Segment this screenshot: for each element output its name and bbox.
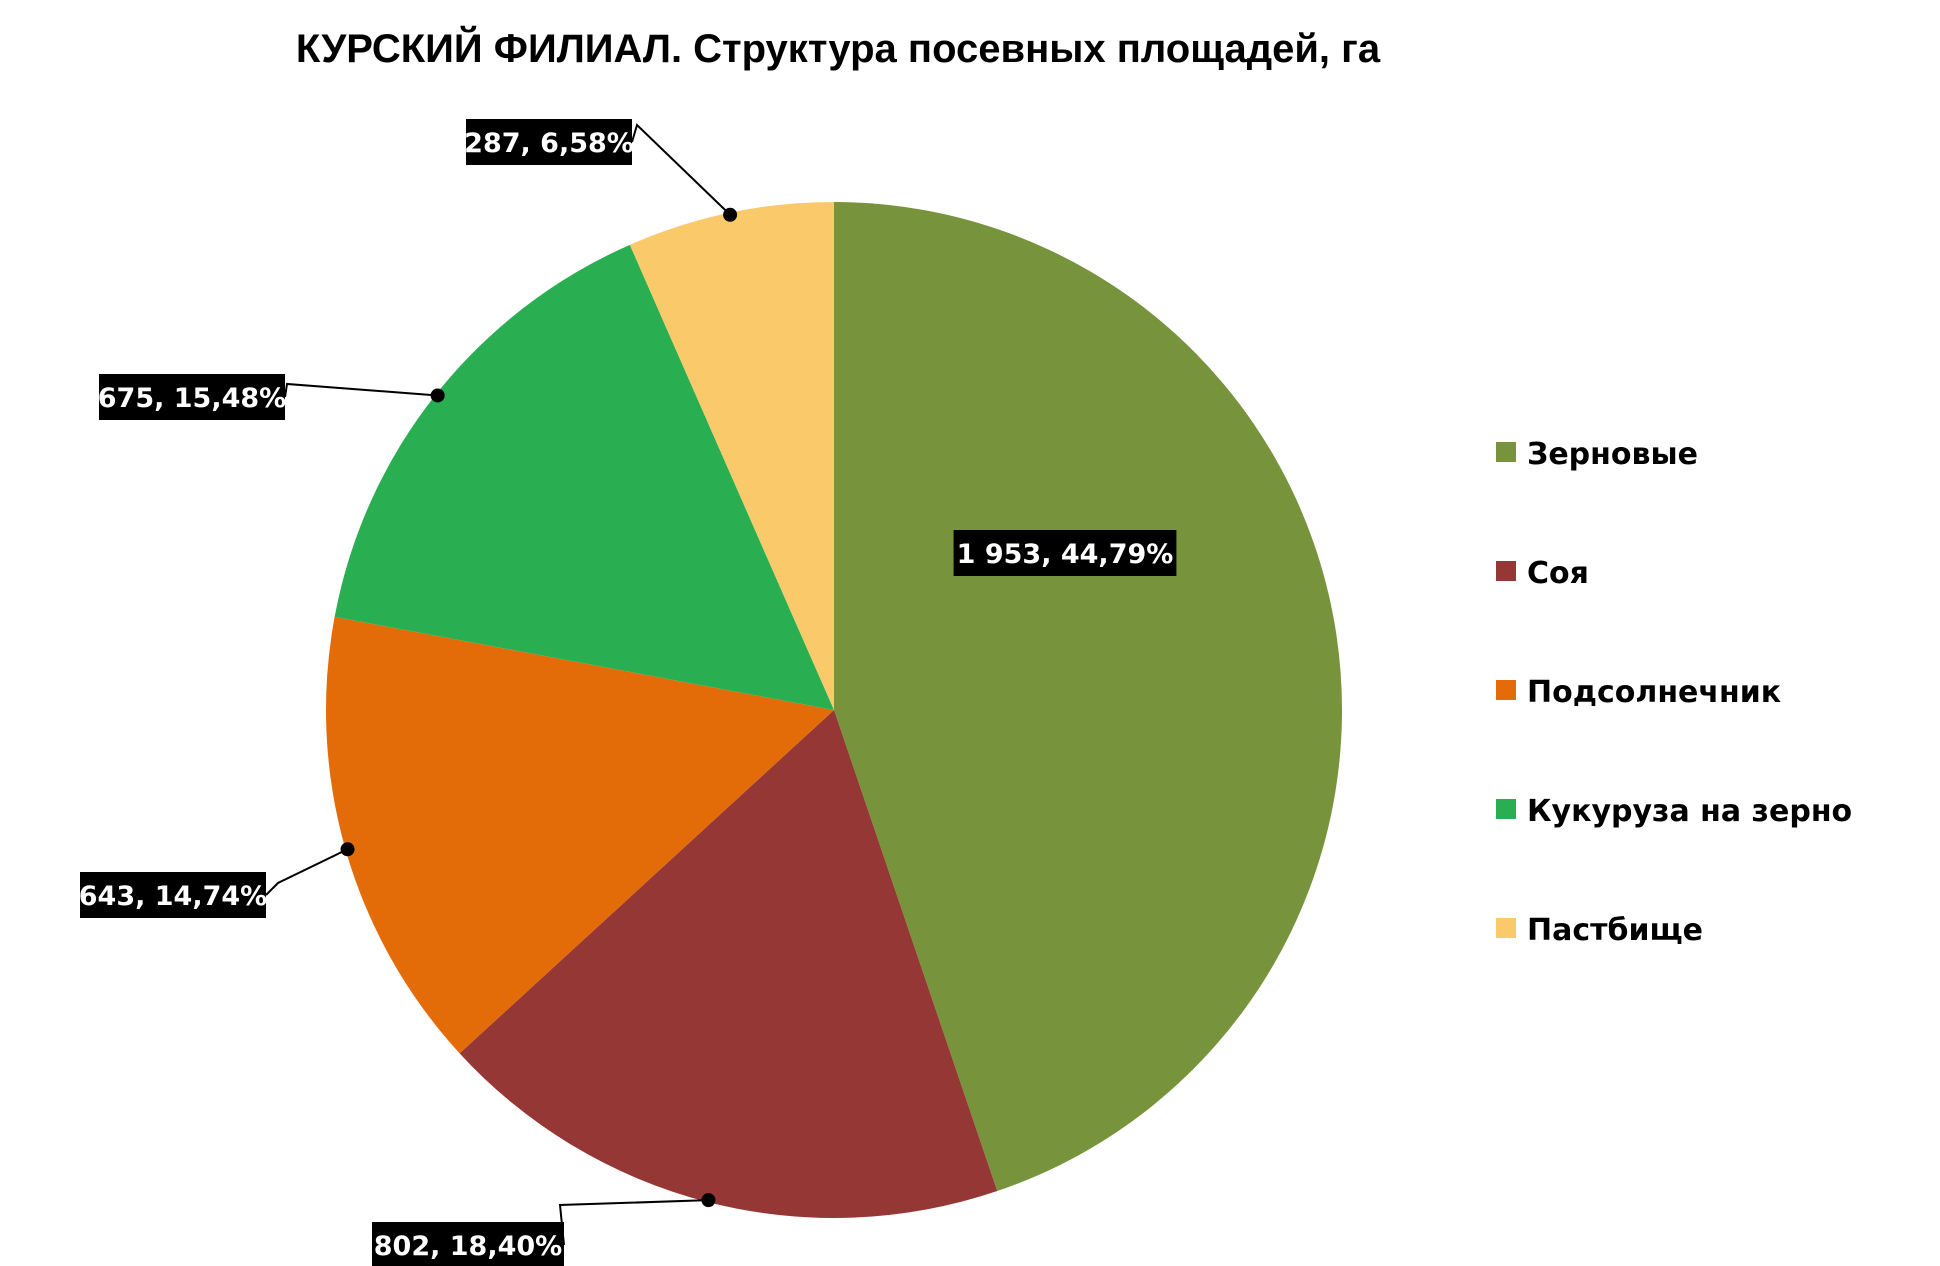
legend-swatch-кукуруза-на-зерно xyxy=(1496,799,1516,819)
legend-swatch-зерновые xyxy=(1496,442,1516,462)
data-label-зерновые: 1 953, 44,79% xyxy=(957,539,1174,570)
chart-title: КУРСКИЙ ФИЛИАЛ. Структура посевных площа… xyxy=(296,25,1381,71)
legend-swatch-пастбище xyxy=(1496,918,1516,938)
legend: Зерновые Соя Подсолнечник Кукуруза на зерно… xyxy=(1496,437,1852,948)
data-label-подсолнечник: 643, 14,74% xyxy=(79,881,267,912)
pie-slice-пастбище xyxy=(629,202,834,710)
leader-line xyxy=(558,1199,709,1246)
legend-label-пастбище: Пастбище xyxy=(1527,913,1703,948)
legend-swatch-соя xyxy=(1496,561,1516,581)
pie-slices xyxy=(326,202,1342,1218)
pie-slice-соя xyxy=(459,710,998,1218)
legend-swatch-подсолнечник xyxy=(1496,680,1516,700)
legend-label-зерновые: Зерновые xyxy=(1527,437,1698,472)
data-label-кукуруза-на-зерно: 675, 15,48% xyxy=(98,383,286,414)
data-labels: 1 953, 44,79% 802, 18,40% 643, 14,74% 675, … xyxy=(79,119,1177,1266)
legend-label-соя: Соя xyxy=(1527,556,1589,591)
leader-line xyxy=(631,123,731,216)
data-label-box xyxy=(953,530,1177,576)
data-label-box xyxy=(99,374,285,420)
pie-slice-кукуруза-на-зерно xyxy=(334,244,834,710)
data-label-соя: 802, 18,40% xyxy=(374,1231,562,1262)
leader-lines xyxy=(265,123,738,1246)
data-label-box xyxy=(372,1222,564,1266)
leader-line xyxy=(284,382,438,398)
data-label-пастбище: 287, 6,58% xyxy=(464,128,634,159)
legend-label-подсолнечник: Подсолнечник xyxy=(1527,675,1781,710)
data-label-box xyxy=(80,872,266,918)
legend-label-кукуруза-на-зерно: Кукуруза на зерно xyxy=(1527,794,1852,829)
leader-line xyxy=(265,848,348,896)
data-label-box xyxy=(466,119,632,165)
pie-slice-подсолнечник xyxy=(326,616,834,1054)
pie-slice-зерновые xyxy=(834,202,1342,1192)
